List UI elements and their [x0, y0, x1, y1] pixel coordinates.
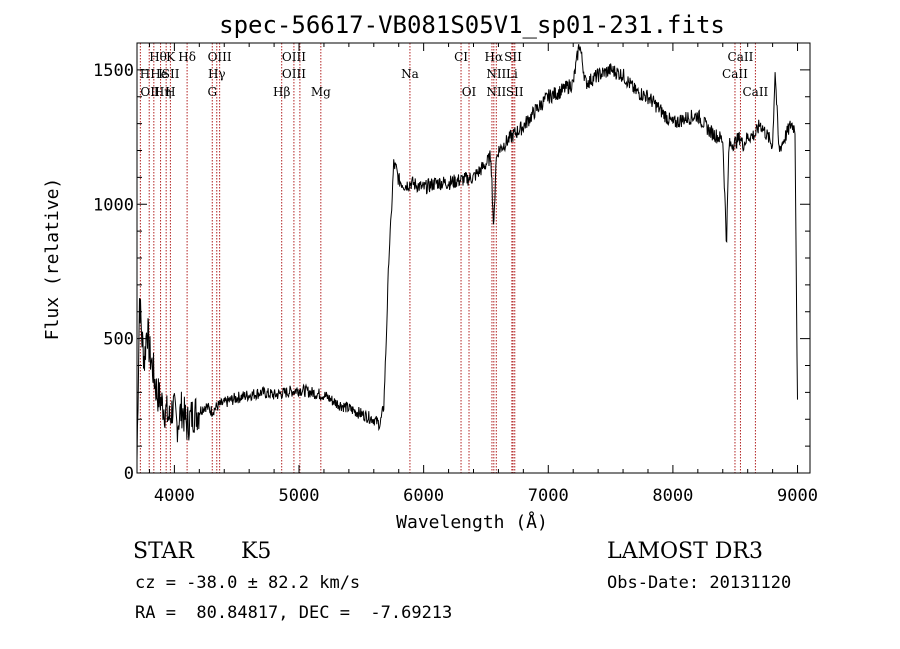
- line-label: CI: [454, 50, 468, 64]
- y-tick-label: 500: [103, 330, 134, 350]
- line-label: OIII: [282, 50, 306, 64]
- line-label: Mg: [311, 85, 331, 99]
- line-label: OIII: [208, 50, 232, 64]
- line-label: SII: [504, 50, 522, 64]
- y-tick-label: 1000: [93, 195, 134, 215]
- object-subclass: K5: [241, 539, 272, 564]
- x-tick-label: 6000: [403, 486, 444, 506]
- redshift-line: cz = -38.0 ± 82.2 km/s: [135, 573, 361, 593]
- line-label: CaII: [722, 67, 748, 81]
- line-label: CaII: [728, 50, 754, 64]
- y-axis-label: Flux (relative): [42, 178, 63, 341]
- line-label: K: [166, 50, 176, 64]
- x-tick-label: 8000: [652, 486, 693, 506]
- x-tick-label: 5000: [279, 486, 320, 506]
- line-label: NII: [486, 85, 506, 99]
- line-label: Li: [506, 67, 518, 81]
- line-label: Hη: [154, 85, 172, 99]
- chart-title: spec-56617-VB081S05V1_sp01-231.fits: [219, 11, 725, 39]
- line-label: Na: [401, 67, 419, 81]
- x-axis-ticks: 4000 5000 6000 7000 8000 9000: [148, 43, 818, 506]
- y-axis-ticks: 0 500 1000 1500: [93, 61, 810, 484]
- x-tick-label: 9000: [777, 486, 818, 506]
- x-tick-label: 4000: [154, 486, 195, 506]
- line-label: NII: [486, 67, 506, 81]
- line-label: SII: [162, 67, 180, 81]
- coordinates-line: RA = 80.84817, DEC = -7.69213: [135, 603, 453, 623]
- y-tick-label: 0: [124, 464, 134, 484]
- line-label: Hγ: [208, 67, 226, 81]
- line-label: I: [158, 67, 163, 81]
- object-class: STAR: [133, 539, 194, 564]
- line-label: SII: [506, 85, 524, 99]
- x-tick-label: 7000: [528, 486, 569, 506]
- survey-name: LAMOST DR3: [607, 539, 763, 564]
- line-label: OI: [462, 85, 477, 99]
- line-label: Hθ: [149, 50, 167, 64]
- line-label: Hβ: [273, 85, 290, 99]
- line-label: OIII: [282, 67, 306, 81]
- line-label: CaII: [742, 85, 768, 99]
- line-label: Hα: [485, 50, 504, 64]
- plot-frame: [136, 42, 811, 474]
- line-label: HHe: [140, 67, 168, 81]
- line-label: H: [165, 85, 175, 99]
- obs-date: Obs-Date: 20131120: [607, 573, 792, 593]
- spectrum-line: [136, 44, 798, 460]
- y-tick-label: 1500: [93, 61, 134, 81]
- line-label: G: [207, 85, 217, 99]
- spectral-line-markers: [139, 43, 756, 473]
- line-label: OII: [140, 85, 160, 99]
- x-axis-label: Wavelength (Å): [396, 511, 548, 533]
- line-label: Hδ: [178, 50, 196, 64]
